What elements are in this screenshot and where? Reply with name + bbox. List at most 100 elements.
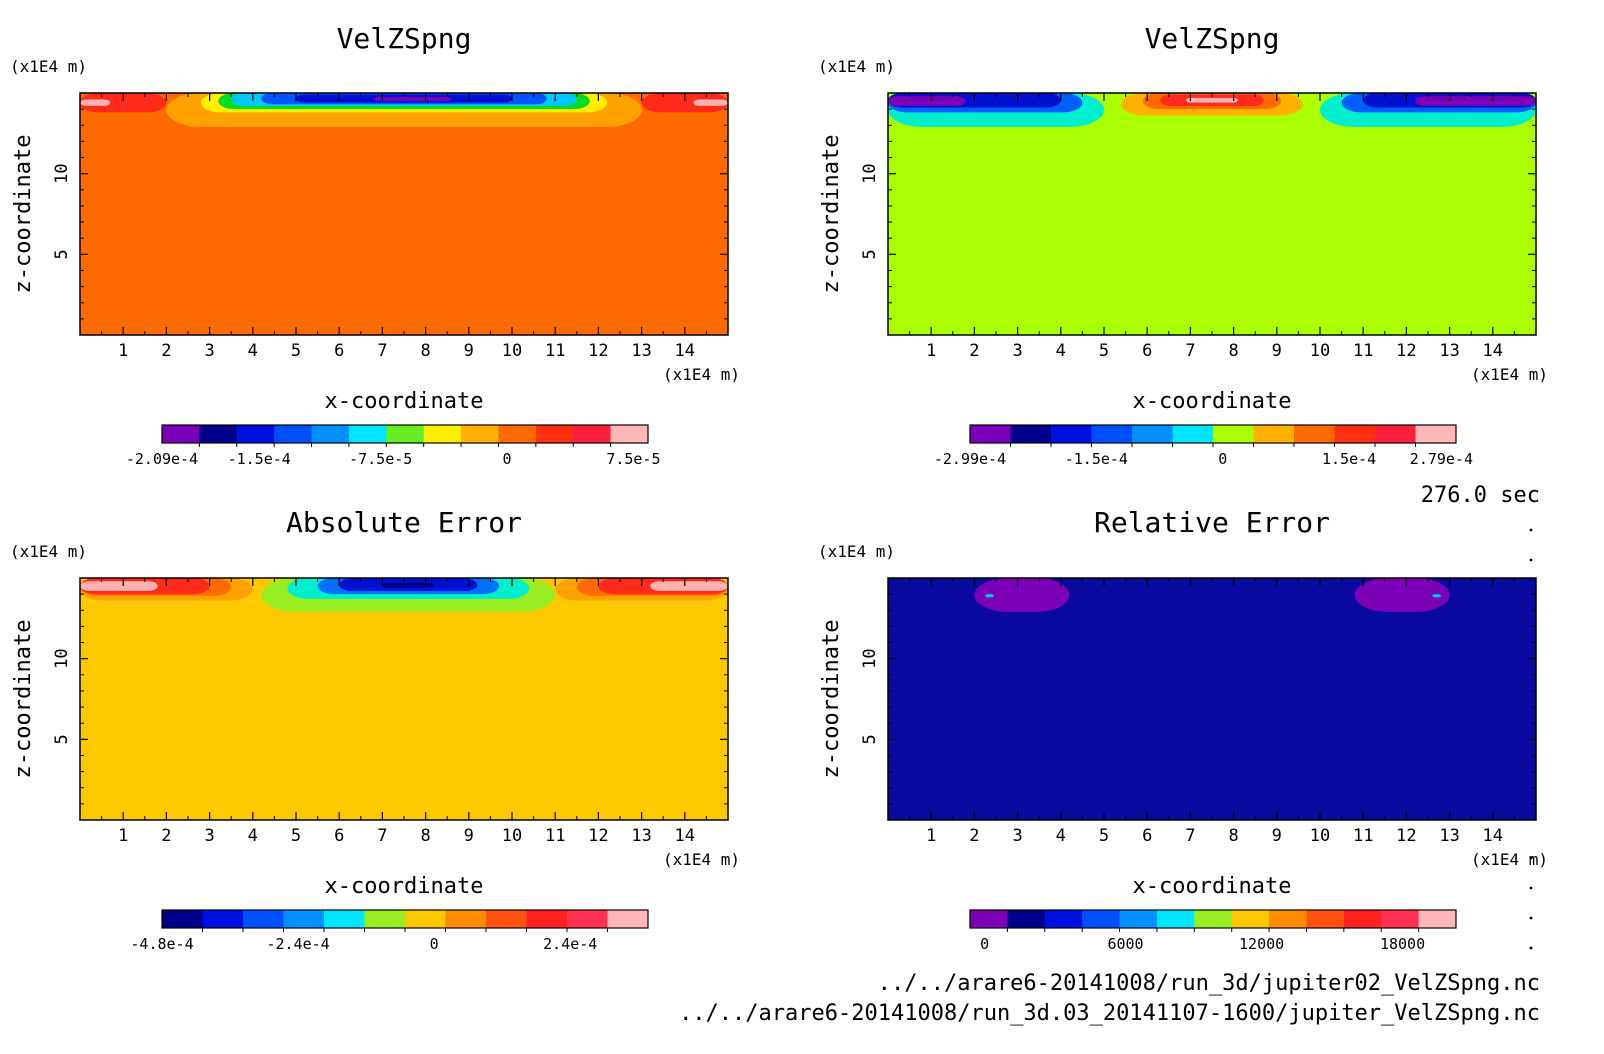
- x-tick-label: 11: [1353, 341, 1373, 361]
- x-tick-label: 12: [588, 826, 608, 846]
- contour-region-12: [1186, 97, 1238, 103]
- x-tick-label: 14: [1483, 826, 1503, 846]
- colorbar: 0 6000 12000 18000: [969, 909, 1457, 953]
- colorbar-swatch: [526, 910, 568, 928]
- x-tick-label: 3: [1012, 341, 1022, 361]
- x-tick-label: 1: [118, 341, 128, 361]
- x-tick-label: 12: [588, 341, 608, 361]
- colorbar-swatch: [1010, 425, 1052, 443]
- colorbar-tick-label: 7.5e-5: [606, 450, 660, 468]
- plot-area: [888, 93, 1536, 335]
- x-tick-label: 5: [291, 341, 301, 361]
- heatmap-background: [888, 578, 1536, 820]
- colorbar-swatch: [1213, 425, 1254, 443]
- x-tick-label: 6: [1142, 826, 1152, 846]
- colorbar-swatch: [970, 910, 1008, 928]
- contour-region-3: [985, 594, 994, 598]
- x-axis-label: x-coordinate: [325, 389, 484, 414]
- colorbar-swatch: [1082, 910, 1121, 928]
- colorbar-tick-label: 0: [980, 935, 989, 953]
- colorbar-swatch: [386, 425, 425, 443]
- chart-title: VelZSpng: [1145, 22, 1280, 55]
- y-tick-label: 10: [52, 163, 72, 183]
- colorbar-swatch: [202, 910, 244, 928]
- colorbar-swatch: [970, 425, 1011, 443]
- x-tick-label: 7: [377, 341, 387, 361]
- x-axis-label: x-coordinate: [1133, 389, 1292, 414]
- time-label: 276.0 sec: [1421, 483, 1540, 508]
- colorbar-swatch: [1044, 910, 1083, 928]
- colorbar-tick-label: -1.5e-4: [228, 450, 291, 468]
- x-unit-label: (x1E4 m): [663, 365, 740, 384]
- chart-panel-2: VelZSpng(x1E4 m)1 2 3 4 5 6 7 8 9 10 11 12 13 14510(x…: [818, 22, 1548, 468]
- x-tick-label: 2: [969, 826, 979, 846]
- colorbar-swatch: [486, 910, 527, 928]
- x-axis-label: x-coordinate: [325, 874, 484, 899]
- contour-region-13: [382, 582, 435, 588]
- colorbar-swatch: [1091, 425, 1133, 443]
- y-tick-label: 10: [860, 648, 880, 668]
- contour-region-1: [80, 93, 167, 113]
- x-tick-label: 10: [502, 826, 522, 846]
- colorbar-swatch: [1334, 425, 1376, 443]
- colorbar: -2.09e-4 -1.5e-4 -7.5e-5 0 7.5e-5: [126, 424, 661, 468]
- colorbar-swatch: [1343, 910, 1382, 928]
- colorbar-swatch: [1415, 425, 1457, 443]
- colorbar-swatch: [364, 910, 406, 928]
- contour-region-8: [1415, 96, 1536, 106]
- colorbar-tick-label: 12000: [1239, 935, 1284, 953]
- colorbar-swatch: [535, 425, 574, 443]
- y-tick-label: 5: [52, 249, 72, 259]
- x-tick-label: 1: [926, 826, 936, 846]
- chart-title: VelZSpng: [337, 22, 472, 55]
- x-tick-label: 9: [1272, 826, 1282, 846]
- x-tick-label: 2: [969, 341, 979, 361]
- colorbar-tick-label: -2.4e-4: [266, 935, 329, 953]
- colorbar-swatch: [445, 910, 487, 928]
- x-tick-label: 6: [334, 826, 344, 846]
- colorbar-swatch: [243, 910, 284, 928]
- x-axis-label: x-coordinate: [1133, 874, 1292, 899]
- colorbar-tick-label: 0: [1218, 450, 1227, 468]
- colorbar-swatch: [405, 910, 446, 928]
- file-path-1: ../../arare6-20141008/run_3d/jupiter02_V…: [878, 971, 1540, 996]
- colorbar-swatch: [311, 425, 350, 443]
- margin-dot: [1529, 946, 1533, 950]
- heatmap-background: [80, 93, 728, 335]
- x-tick-label: 10: [1310, 826, 1330, 846]
- heatmap-background: [80, 578, 728, 820]
- colorbar-swatch: [461, 425, 499, 443]
- y-axis-label: z-coordinate: [11, 620, 36, 779]
- x-tick-label: 14: [1483, 341, 1503, 361]
- plot-area: [80, 93, 728, 335]
- colorbar-swatch: [607, 910, 649, 928]
- x-tick-label: 12: [1396, 826, 1416, 846]
- colorbar-swatch: [1194, 910, 1233, 928]
- chart-panel-3: Absolute Error(x1E4 m)1 2 3 4 5 6 7 8 9 10 11 12 13 1…: [10, 506, 740, 953]
- colorbar-tick-label: -2.09e-4: [126, 450, 198, 468]
- colorbar-tick-label: 2.79e-4: [1410, 450, 1473, 468]
- chart-panel-4: Relative Error(x1E4 m)1 2 3 4 5 6 7 8 9 10 11 12 13 1…: [818, 506, 1548, 953]
- x-tick-label: 8: [420, 826, 430, 846]
- x-tick-label: 9: [464, 826, 474, 846]
- colorbar-swatch: [1172, 425, 1214, 443]
- x-tick-label: 3: [1012, 826, 1022, 846]
- colorbar-tick-label: 6000: [1107, 935, 1143, 953]
- colorbar-tick-label: 0: [503, 450, 512, 468]
- colorbar-swatch: [236, 425, 275, 443]
- colorbar-tick-label: 2.4e-4: [543, 935, 597, 953]
- x-tick-label: 3: [204, 341, 214, 361]
- colorbar-swatch: [423, 425, 462, 443]
- colorbar-swatch: [1132, 425, 1173, 443]
- colorbar-swatch: [1418, 910, 1457, 928]
- contour-region-4: [693, 99, 728, 106]
- colorbar-swatch: [162, 910, 203, 928]
- x-tick-label: 4: [248, 826, 258, 846]
- chart-title: Absolute Error: [286, 506, 522, 539]
- x-tick-label: 5: [1099, 341, 1109, 361]
- x-tick-label: 11: [545, 341, 565, 361]
- y-unit-label: (x1E4 m): [10, 542, 87, 561]
- colorbar-swatch: [283, 910, 325, 928]
- contour-region-4: [1432, 594, 1441, 598]
- contour-region-11: [373, 97, 452, 102]
